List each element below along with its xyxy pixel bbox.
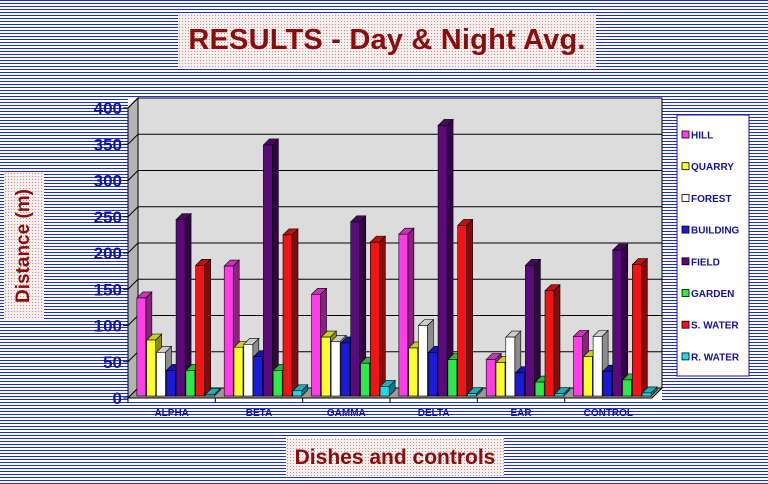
legend-item: HILL	[681, 130, 713, 142]
legend-label: BUILDING	[691, 226, 740, 237]
gridline	[127, 133, 662, 145]
bar	[641, 386, 658, 397]
y-axis-label-box: Distance (m)	[4, 172, 44, 320]
legend-label: FOREST	[691, 194, 732, 205]
legend-swatch	[681, 193, 690, 202]
x-axis-ticks: ALPHA BETA GAMMA DELTA EAR CONTROL	[127, 397, 652, 419]
legend-item: GARDEN	[681, 289, 734, 300]
x-axis-label: Dishes and controls	[294, 446, 496, 469]
gridline	[127, 206, 662, 218]
y-tick-label: 400	[94, 99, 122, 118]
bar	[612, 243, 629, 397]
bar	[466, 386, 484, 397]
legend-item: S. WATER	[681, 320, 739, 332]
y-tick-label: 250	[94, 208, 122, 227]
legend-label: HILL	[691, 131, 713, 142]
bar	[262, 138, 280, 397]
legend-item: BUILDING	[681, 225, 740, 237]
gridline	[127, 242, 662, 254]
legend: HILL QUARRY FOREST BUILDING FIELD GARDEN S. WA…	[676, 114, 750, 377]
legend-item: FIELD	[681, 257, 720, 268]
legend-swatch	[681, 130, 690, 139]
bar	[631, 257, 649, 397]
legend-label: GARDEN	[691, 289, 734, 300]
legend-swatch	[681, 320, 690, 329]
legend-item: R. WATER	[681, 352, 740, 363]
x-tick-label: ALPHA	[154, 408, 188, 419]
y-axis-ticks: 0 50 100 150 200 250 300 350 400	[94, 99, 129, 408]
x-tick-label: GAMMA	[327, 408, 366, 419]
x-tick-label: EAR	[510, 408, 532, 419]
legend-label: R. WATER	[691, 352, 740, 363]
y-tick-label: 300	[94, 172, 122, 191]
legend-label: S. WATER	[691, 321, 739, 332]
bar	[282, 228, 299, 397]
bar	[437, 118, 454, 397]
legend-swatch	[681, 352, 690, 361]
bar	[292, 384, 309, 397]
x-tick-label: DELTA	[418, 408, 450, 419]
legend-swatch	[681, 162, 690, 171]
bar-series	[136, 118, 658, 397]
bar	[554, 386, 571, 397]
legend-item: FOREST	[681, 193, 732, 205]
y-tick-label: 0	[113, 389, 122, 408]
gridline	[127, 278, 662, 290]
y-tick-label: 350	[94, 135, 122, 154]
chart-title-box: RESULTS - Day & Night Avg.	[178, 14, 596, 68]
bar	[524, 258, 542, 397]
gridline	[127, 97, 662, 109]
bar	[544, 283, 561, 397]
y-tick-label: 50	[103, 353, 122, 372]
y-tick-label: 150	[94, 280, 122, 299]
bar	[369, 235, 387, 397]
legend-swatch	[681, 225, 690, 234]
x-axis-label-box: Dishes and controls	[286, 438, 504, 476]
bar	[456, 218, 474, 397]
y-tick-label: 200	[94, 244, 122, 263]
legend-swatch	[681, 257, 690, 266]
y-tick-label: 100	[94, 317, 122, 336]
legend-label: QUARRY	[691, 162, 734, 173]
legend-swatch	[681, 289, 690, 297]
bar	[194, 258, 212, 397]
x-tick-label: CONTROL	[584, 408, 633, 419]
gridline	[127, 170, 662, 181]
bar	[379, 379, 396, 397]
legend-item: QUARRY	[681, 162, 734, 173]
x-tick-label: BETA	[246, 408, 272, 419]
legend-box	[676, 114, 750, 377]
bar	[204, 387, 222, 397]
chart-title: RESULTS - Day & Night Avg.	[188, 24, 586, 56]
legend-label: FIELD	[691, 257, 720, 268]
